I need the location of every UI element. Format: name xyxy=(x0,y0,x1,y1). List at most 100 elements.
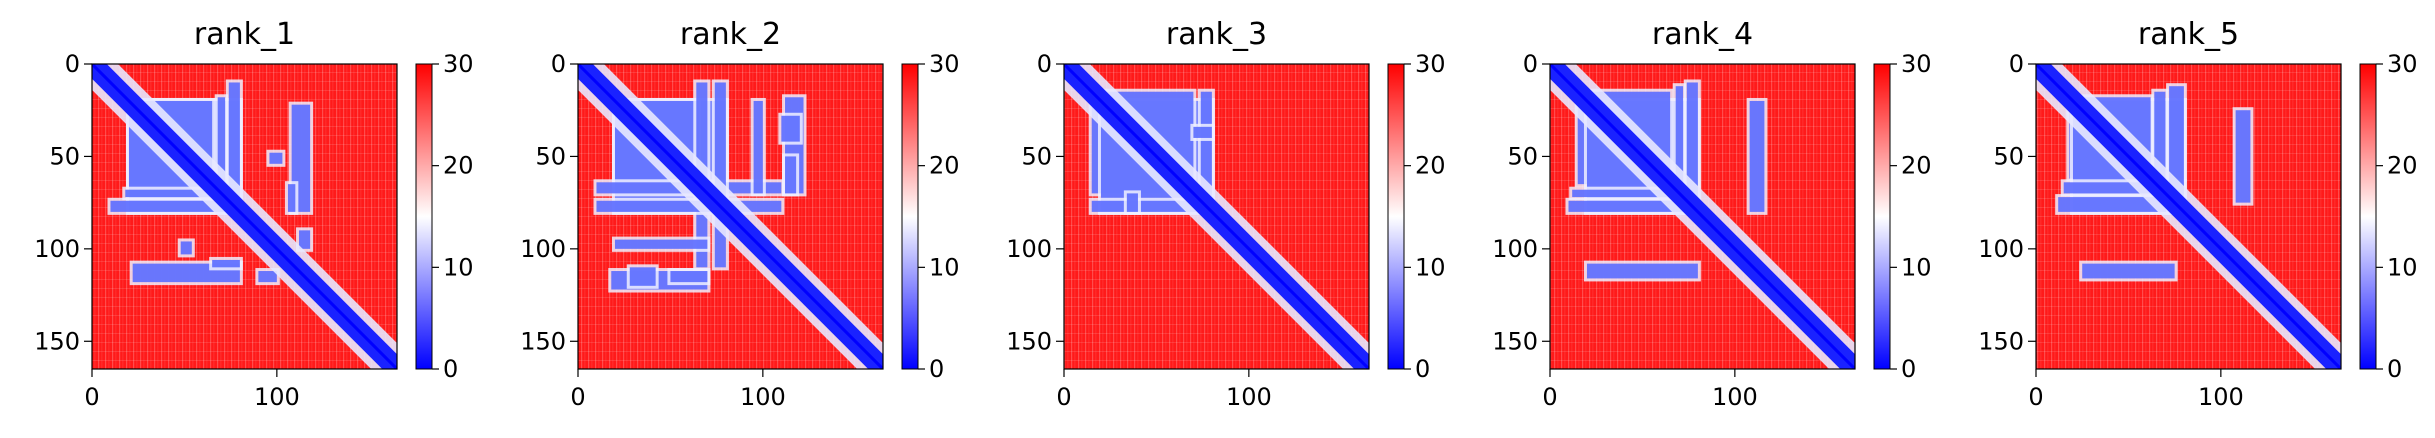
panel-title: rank_3 xyxy=(1166,17,1267,52)
x-tick-label: 0 xyxy=(1056,383,1071,411)
low-region xyxy=(1193,126,1212,138)
low-region xyxy=(228,82,240,212)
low-region xyxy=(629,267,656,286)
plot-frame xyxy=(91,63,398,370)
x-tick-label: 0 xyxy=(570,383,585,411)
colorbar-gradient xyxy=(1873,63,1891,370)
x-tick-label: 0 xyxy=(1542,383,1557,411)
colorbar-tick-label: 0 xyxy=(1415,355,1430,383)
heatmap-image xyxy=(1550,64,1855,369)
colorbar-tick-label: 20 xyxy=(2387,152,2418,180)
low-region xyxy=(1675,86,1684,212)
low-region xyxy=(1749,100,1765,212)
plot-frame xyxy=(1549,63,1856,370)
panel-title: rank_2 xyxy=(680,17,781,52)
colorbar-tick-label: 0 xyxy=(2387,355,2402,383)
colorbar-tick-label: 20 xyxy=(1415,152,1446,180)
low-region xyxy=(258,271,277,283)
low-region xyxy=(110,200,240,212)
low-region xyxy=(212,259,240,268)
plot-frame xyxy=(1063,63,1370,370)
x-tick-label: 100 xyxy=(1226,383,1272,411)
colorbar-tick-label: 0 xyxy=(1901,355,1916,383)
colorbar-tick-label: 0 xyxy=(443,355,458,383)
low-region xyxy=(670,271,708,283)
panel-title: rank_5 xyxy=(2138,17,2239,52)
colorbar-tick-label: 10 xyxy=(443,253,474,281)
heatmap-image xyxy=(578,64,883,369)
colorbar: 0 10 20 30 xyxy=(1873,50,1932,383)
low-region xyxy=(781,115,800,142)
colorbar-tick-label: 30 xyxy=(929,50,960,78)
y-tick-label: 50 xyxy=(1507,142,1538,170)
low-region xyxy=(180,241,192,255)
plot-frame xyxy=(577,63,884,370)
colorbar: 0 10 20 30 xyxy=(2359,50,2418,383)
colorbar-gradient xyxy=(901,63,919,370)
x-tick-label: 0 xyxy=(84,383,99,411)
y-tick-label: 0 xyxy=(2009,50,2024,78)
y-tick-label: 0 xyxy=(65,50,80,78)
low-region xyxy=(2082,263,2175,279)
colorbar-tick-label: 10 xyxy=(929,253,960,281)
diagonal-line xyxy=(2036,64,2341,369)
y-tick-label: 150 xyxy=(1492,327,1538,355)
y-tick-label: 150 xyxy=(520,327,566,355)
y-tick-label: 150 xyxy=(1006,327,1052,355)
colorbar-tick-label: 10 xyxy=(2387,253,2418,281)
y-tick-label: 50 xyxy=(535,142,566,170)
colorbar-tick-label: 10 xyxy=(1901,253,1932,281)
x-tick-label: 100 xyxy=(1712,383,1758,411)
heatmap-image xyxy=(92,64,397,369)
low-region xyxy=(596,200,782,212)
colorbar-tick-label: 30 xyxy=(443,50,474,78)
plot-frame xyxy=(2035,63,2342,370)
low-region xyxy=(714,82,726,268)
y-tick-label: 100 xyxy=(34,235,80,263)
low-region xyxy=(2063,182,2184,194)
low-region xyxy=(1568,200,1698,212)
diagonal-line xyxy=(578,64,883,369)
low-region xyxy=(1091,200,1212,212)
y-tick-label: 50 xyxy=(49,142,80,170)
low-region xyxy=(1586,263,1698,279)
colorbar-gradient xyxy=(415,63,433,370)
low-region xyxy=(1572,189,1698,198)
y-tick-label: 50 xyxy=(1021,142,1052,170)
low-region xyxy=(753,100,763,194)
colorbar-tick-label: 20 xyxy=(443,152,474,180)
y-tick-label: 150 xyxy=(34,327,80,355)
colorbar: 0 10 20 30 xyxy=(415,50,474,383)
x-tick-label: 100 xyxy=(740,383,786,411)
x-tick-label: 100 xyxy=(254,383,300,411)
low-region xyxy=(269,152,283,164)
colorbar-tick-label: 10 xyxy=(1415,253,1446,281)
x-tick-label: 100 xyxy=(2198,383,2244,411)
low-region xyxy=(125,189,240,198)
colorbar-gradient xyxy=(2359,63,2377,370)
colorbar-tick-label: 30 xyxy=(1415,50,1446,78)
y-tick-label: 0 xyxy=(1523,50,1538,78)
low-region xyxy=(2154,91,2166,212)
colorbar-tick-label: 30 xyxy=(1901,50,1932,78)
colorbar-gradient xyxy=(1387,63,1405,370)
low-region xyxy=(2235,110,2251,203)
x-tick-label: 0 xyxy=(2028,383,2043,411)
y-tick-label: 100 xyxy=(1978,235,2024,263)
low-region xyxy=(1126,193,1138,212)
low-region xyxy=(614,239,708,249)
diagonal-line xyxy=(92,64,397,369)
colorbar-tick-label: 20 xyxy=(929,152,960,180)
y-tick-label: 100 xyxy=(1006,235,1052,263)
diagonal-line xyxy=(1064,64,1369,369)
panel-title: rank_4 xyxy=(1652,17,1753,52)
low-region xyxy=(299,230,311,249)
heatmap-image xyxy=(2036,64,2341,369)
low-region xyxy=(1686,82,1698,212)
